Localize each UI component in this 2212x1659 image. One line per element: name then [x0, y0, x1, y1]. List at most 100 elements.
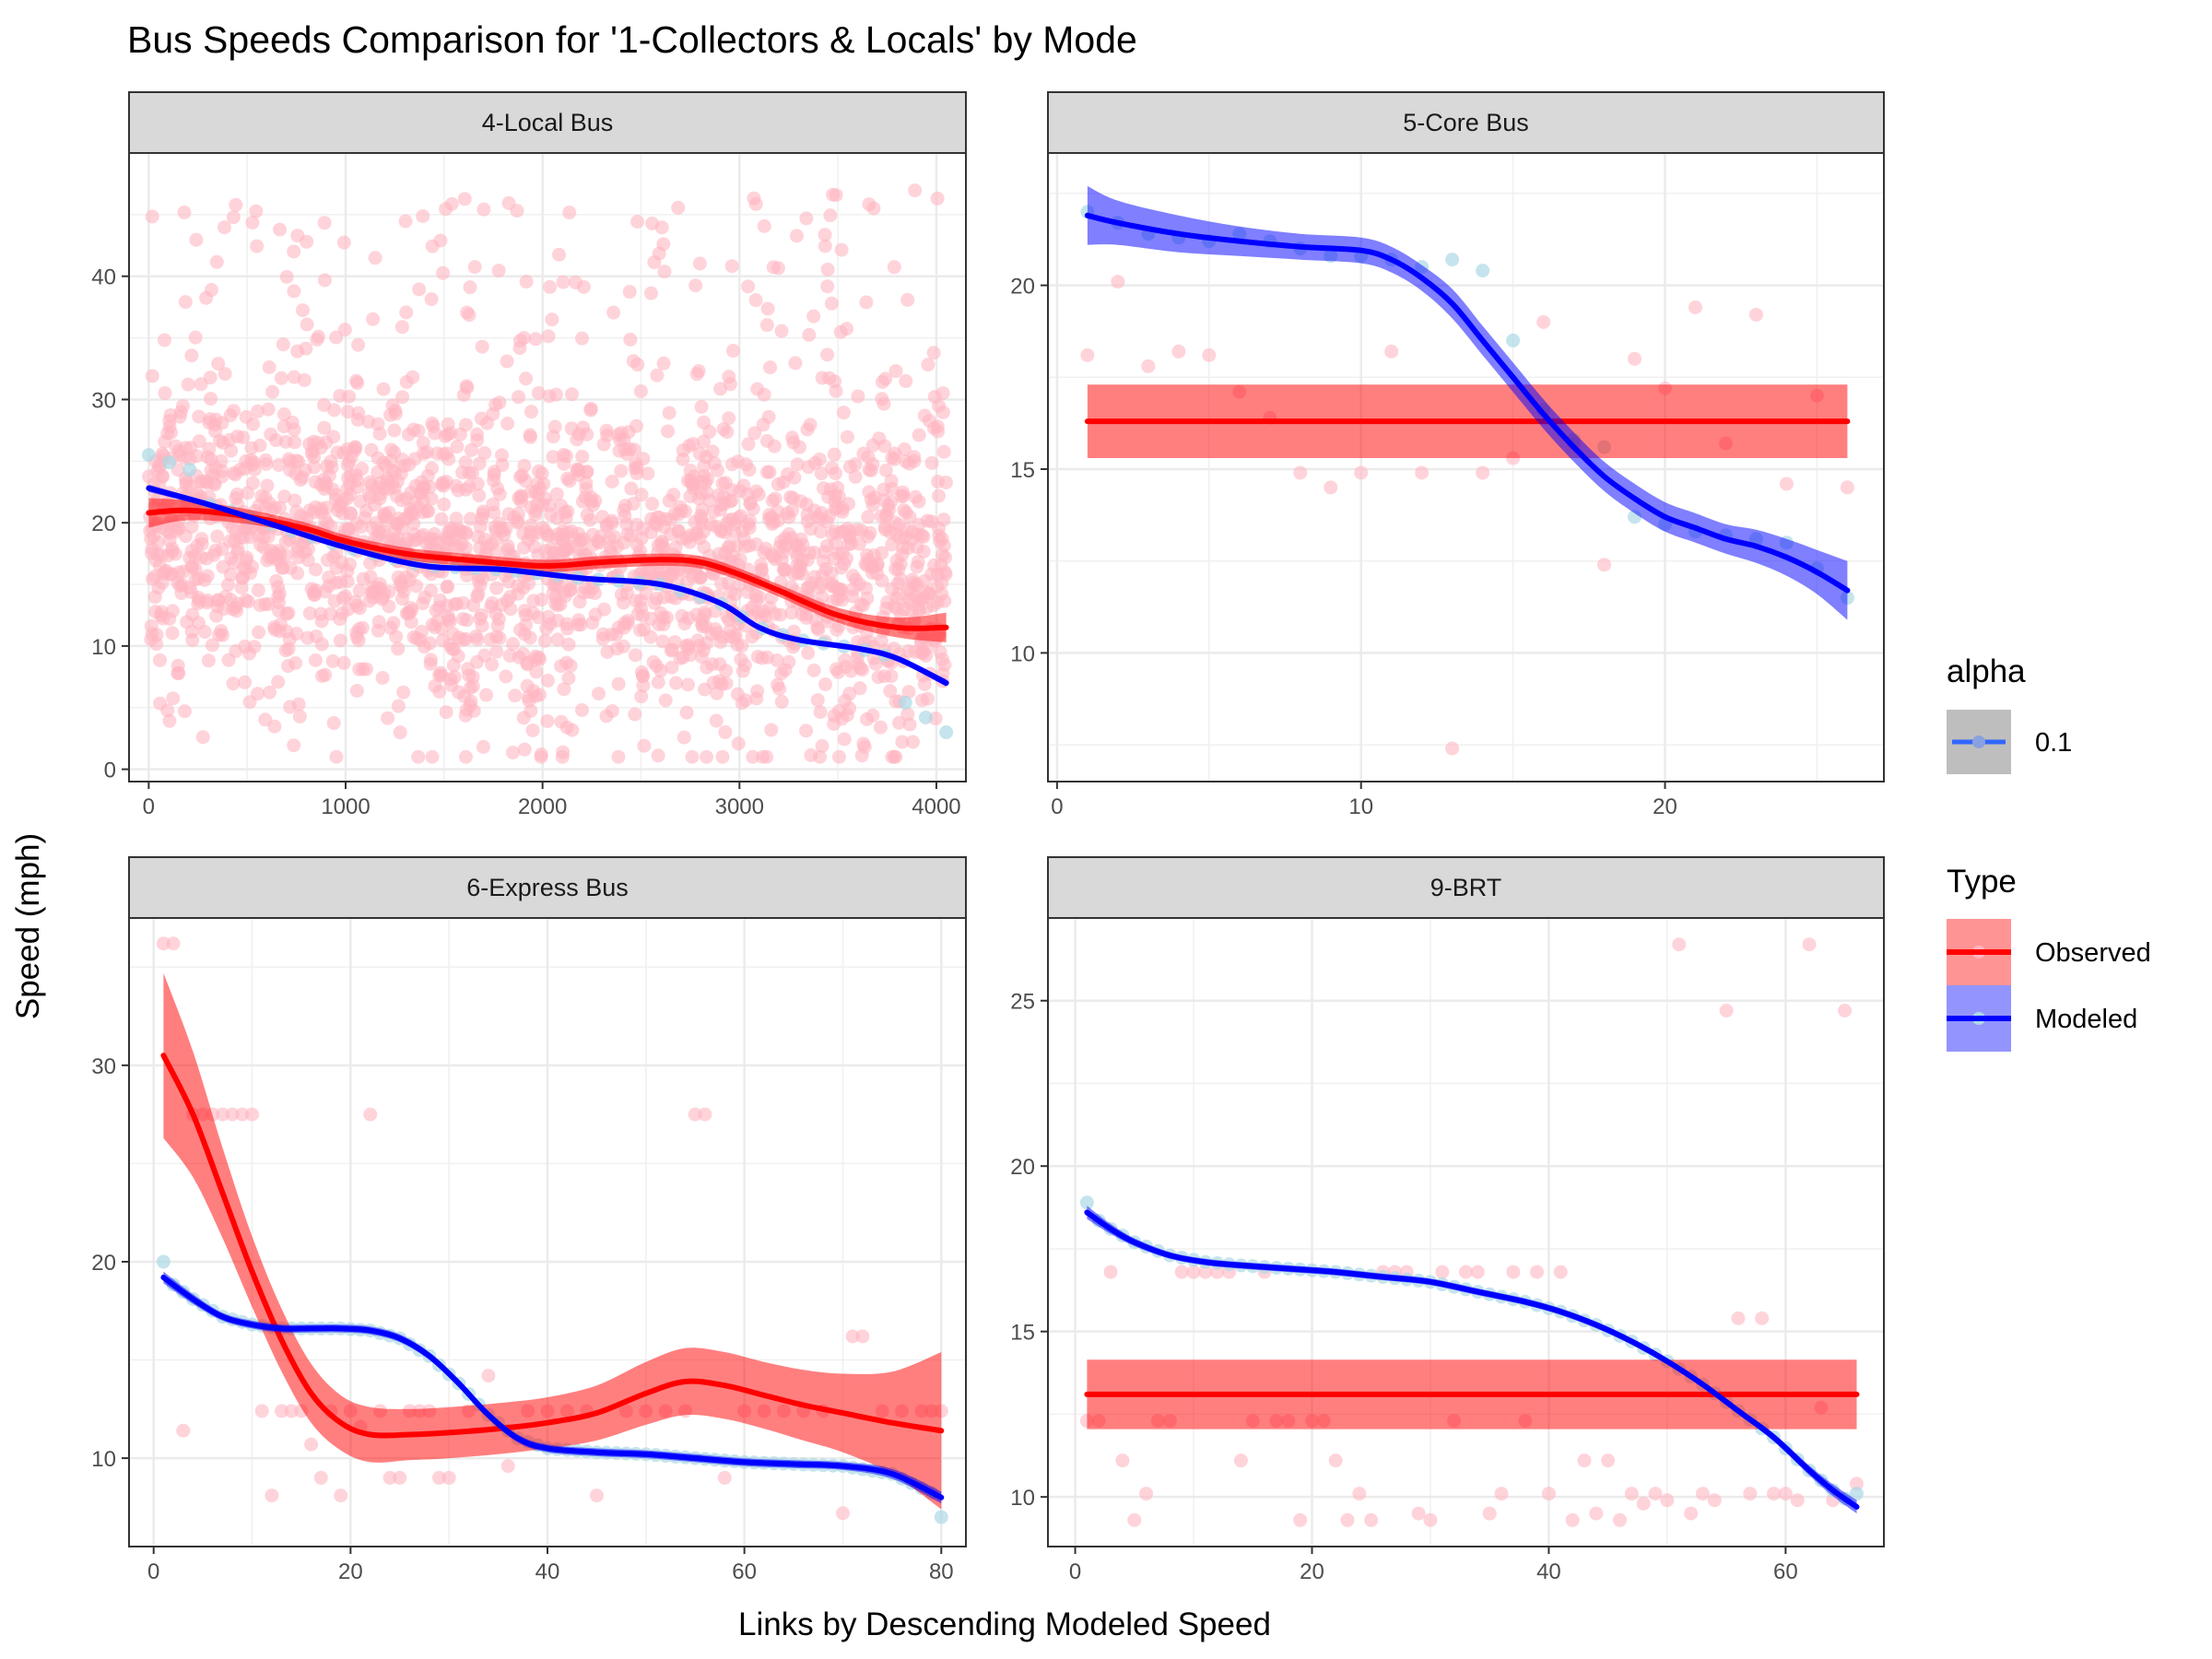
facet-0-observed-point — [827, 579, 841, 594]
facet-0-observed-point — [814, 505, 829, 520]
facet-0-observed-point — [842, 529, 857, 544]
facet-0-observed-point — [236, 430, 251, 445]
facet-1-modeled-point — [1476, 264, 1490, 278]
facet-0-observed-point — [875, 392, 889, 406]
facet-2-observed-point — [717, 1470, 732, 1485]
facet-0-observed-point — [583, 403, 598, 418]
facet-0-observed-point — [568, 275, 582, 289]
facet-0-observed-point — [930, 419, 945, 434]
facet-0-x-tick-label: 2000 — [518, 794, 567, 819]
facet-0-observed-point — [386, 616, 401, 630]
facet-3-observed-point — [1565, 1512, 1580, 1527]
facet-0-observed-point — [475, 512, 489, 526]
facet-0-observed-point — [688, 527, 703, 542]
facet-0-observed-point — [927, 390, 942, 405]
facet-0-observed-point — [741, 437, 756, 452]
facet-0-observed-point — [828, 374, 842, 389]
facet-0-observed-point — [887, 599, 901, 614]
facet-0-observed-point — [475, 618, 489, 633]
facet-0-observed-point — [349, 683, 364, 698]
facet-3-observed-point — [1743, 1487, 1758, 1501]
facet-3-observed-point — [1778, 1487, 1793, 1501]
facet-0-observed-point — [492, 630, 507, 645]
facet-0-y-tick-label: 30 — [91, 388, 116, 413]
legend-type: Type Observed Modeled — [1947, 864, 2151, 1052]
facet-0-observed-point — [645, 497, 660, 512]
facet-0-observed-point — [883, 524, 898, 539]
facet-0-observed-point — [840, 322, 854, 336]
facet-0-observed-point — [830, 500, 844, 515]
facet-0-observed-point — [746, 749, 760, 764]
facet-3-y-tick-label: 20 — [1010, 1155, 1035, 1180]
facet-0-observed-point — [419, 445, 434, 460]
facet-0-observed-point — [235, 571, 250, 585]
facet-0-observed-point — [574, 702, 589, 717]
legend-alpha-title: alpha — [1947, 653, 2026, 689]
facet-0-observed-point — [215, 628, 229, 642]
facet-3-observed-point — [1553, 1265, 1568, 1279]
facet-0-observed-point — [226, 677, 241, 691]
facet-0-observed-point — [252, 498, 266, 512]
facet-0-observed-point — [279, 624, 294, 639]
legend-type-title: Type — [1947, 864, 2017, 900]
facet-0-observed-point — [597, 602, 612, 617]
facet-3-y-tick-label: 15 — [1010, 1321, 1035, 1346]
facet-0-observed-point — [572, 594, 587, 609]
facet-0-observed-point — [389, 488, 404, 503]
facet-0-observed-point — [651, 748, 665, 763]
facet-0-observed-point — [446, 658, 461, 673]
facet-0-observed-point — [501, 195, 516, 210]
facet-0-observed-point — [637, 622, 652, 637]
facet-0-observed-point — [522, 693, 536, 708]
facet-0-observed-point — [724, 457, 739, 472]
facet-0-observed-point — [764, 723, 779, 737]
facet-0-observed-point — [853, 681, 867, 696]
facet-0-observed-point — [185, 607, 200, 622]
facet-0-observed-point — [692, 256, 707, 271]
facet-0-observed-point — [931, 475, 946, 489]
facet-0-observed-point — [261, 597, 276, 612]
facet-0-x-tick-label: 1000 — [321, 794, 370, 819]
facet-0-observed-point — [661, 424, 676, 439]
facet-0-observed-point — [164, 425, 179, 440]
facet-0-observed-point — [307, 460, 322, 475]
facet-0-observed-point — [451, 483, 465, 498]
facet-0-observed-point — [304, 446, 319, 461]
facet-0-observed-point — [731, 511, 746, 525]
facet-0-observed-point — [429, 603, 443, 618]
facet-1-y-tick-label: 10 — [1010, 641, 1035, 666]
facet-0-observed-point — [447, 670, 462, 685]
facet-2-modeled-point — [156, 1254, 171, 1269]
facet-0-observed-point — [575, 449, 590, 464]
facet-3-modeled-point — [1849, 1487, 1864, 1501]
facet-0-observed-point — [582, 512, 597, 527]
facet-0-observed-point — [786, 435, 801, 450]
facet-0-observed-point — [786, 567, 801, 582]
facet-0-observed-point — [920, 601, 935, 616]
facet-0-observed-point — [891, 715, 906, 730]
facet-0-observed-point — [394, 320, 409, 335]
facet-0-observed-point — [528, 332, 543, 347]
facet-0-observed-point — [774, 694, 789, 709]
facet-0-observed-point — [453, 427, 467, 441]
facet-0-observed-point — [160, 703, 175, 718]
facet-3-x-tick-label: 40 — [1536, 1559, 1561, 1584]
facet-0-observed-point — [801, 646, 816, 661]
facet-0-observed-point — [287, 244, 301, 259]
facet-0-observed-point — [368, 251, 382, 265]
facet-0-observed-point — [354, 519, 369, 534]
facet-0-observed-point — [411, 749, 426, 764]
facet-0-observed-point — [686, 437, 700, 452]
facet-0-observed-point — [252, 625, 266, 640]
facet-0-observed-point — [532, 464, 547, 478]
facet-1-x-tick-label: 20 — [1653, 794, 1677, 819]
facet-2-observed-point — [334, 1488, 348, 1503]
facet-0-observed-band — [148, 498, 947, 642]
facet-2-observed-point — [431, 1470, 446, 1485]
facet-0-observed-point — [391, 699, 406, 713]
facet-0-observed-point — [155, 605, 170, 619]
facet-0-observed-point — [382, 407, 397, 422]
facet-0-observed-point — [157, 333, 171, 347]
facet-0-observed-point — [320, 553, 335, 568]
